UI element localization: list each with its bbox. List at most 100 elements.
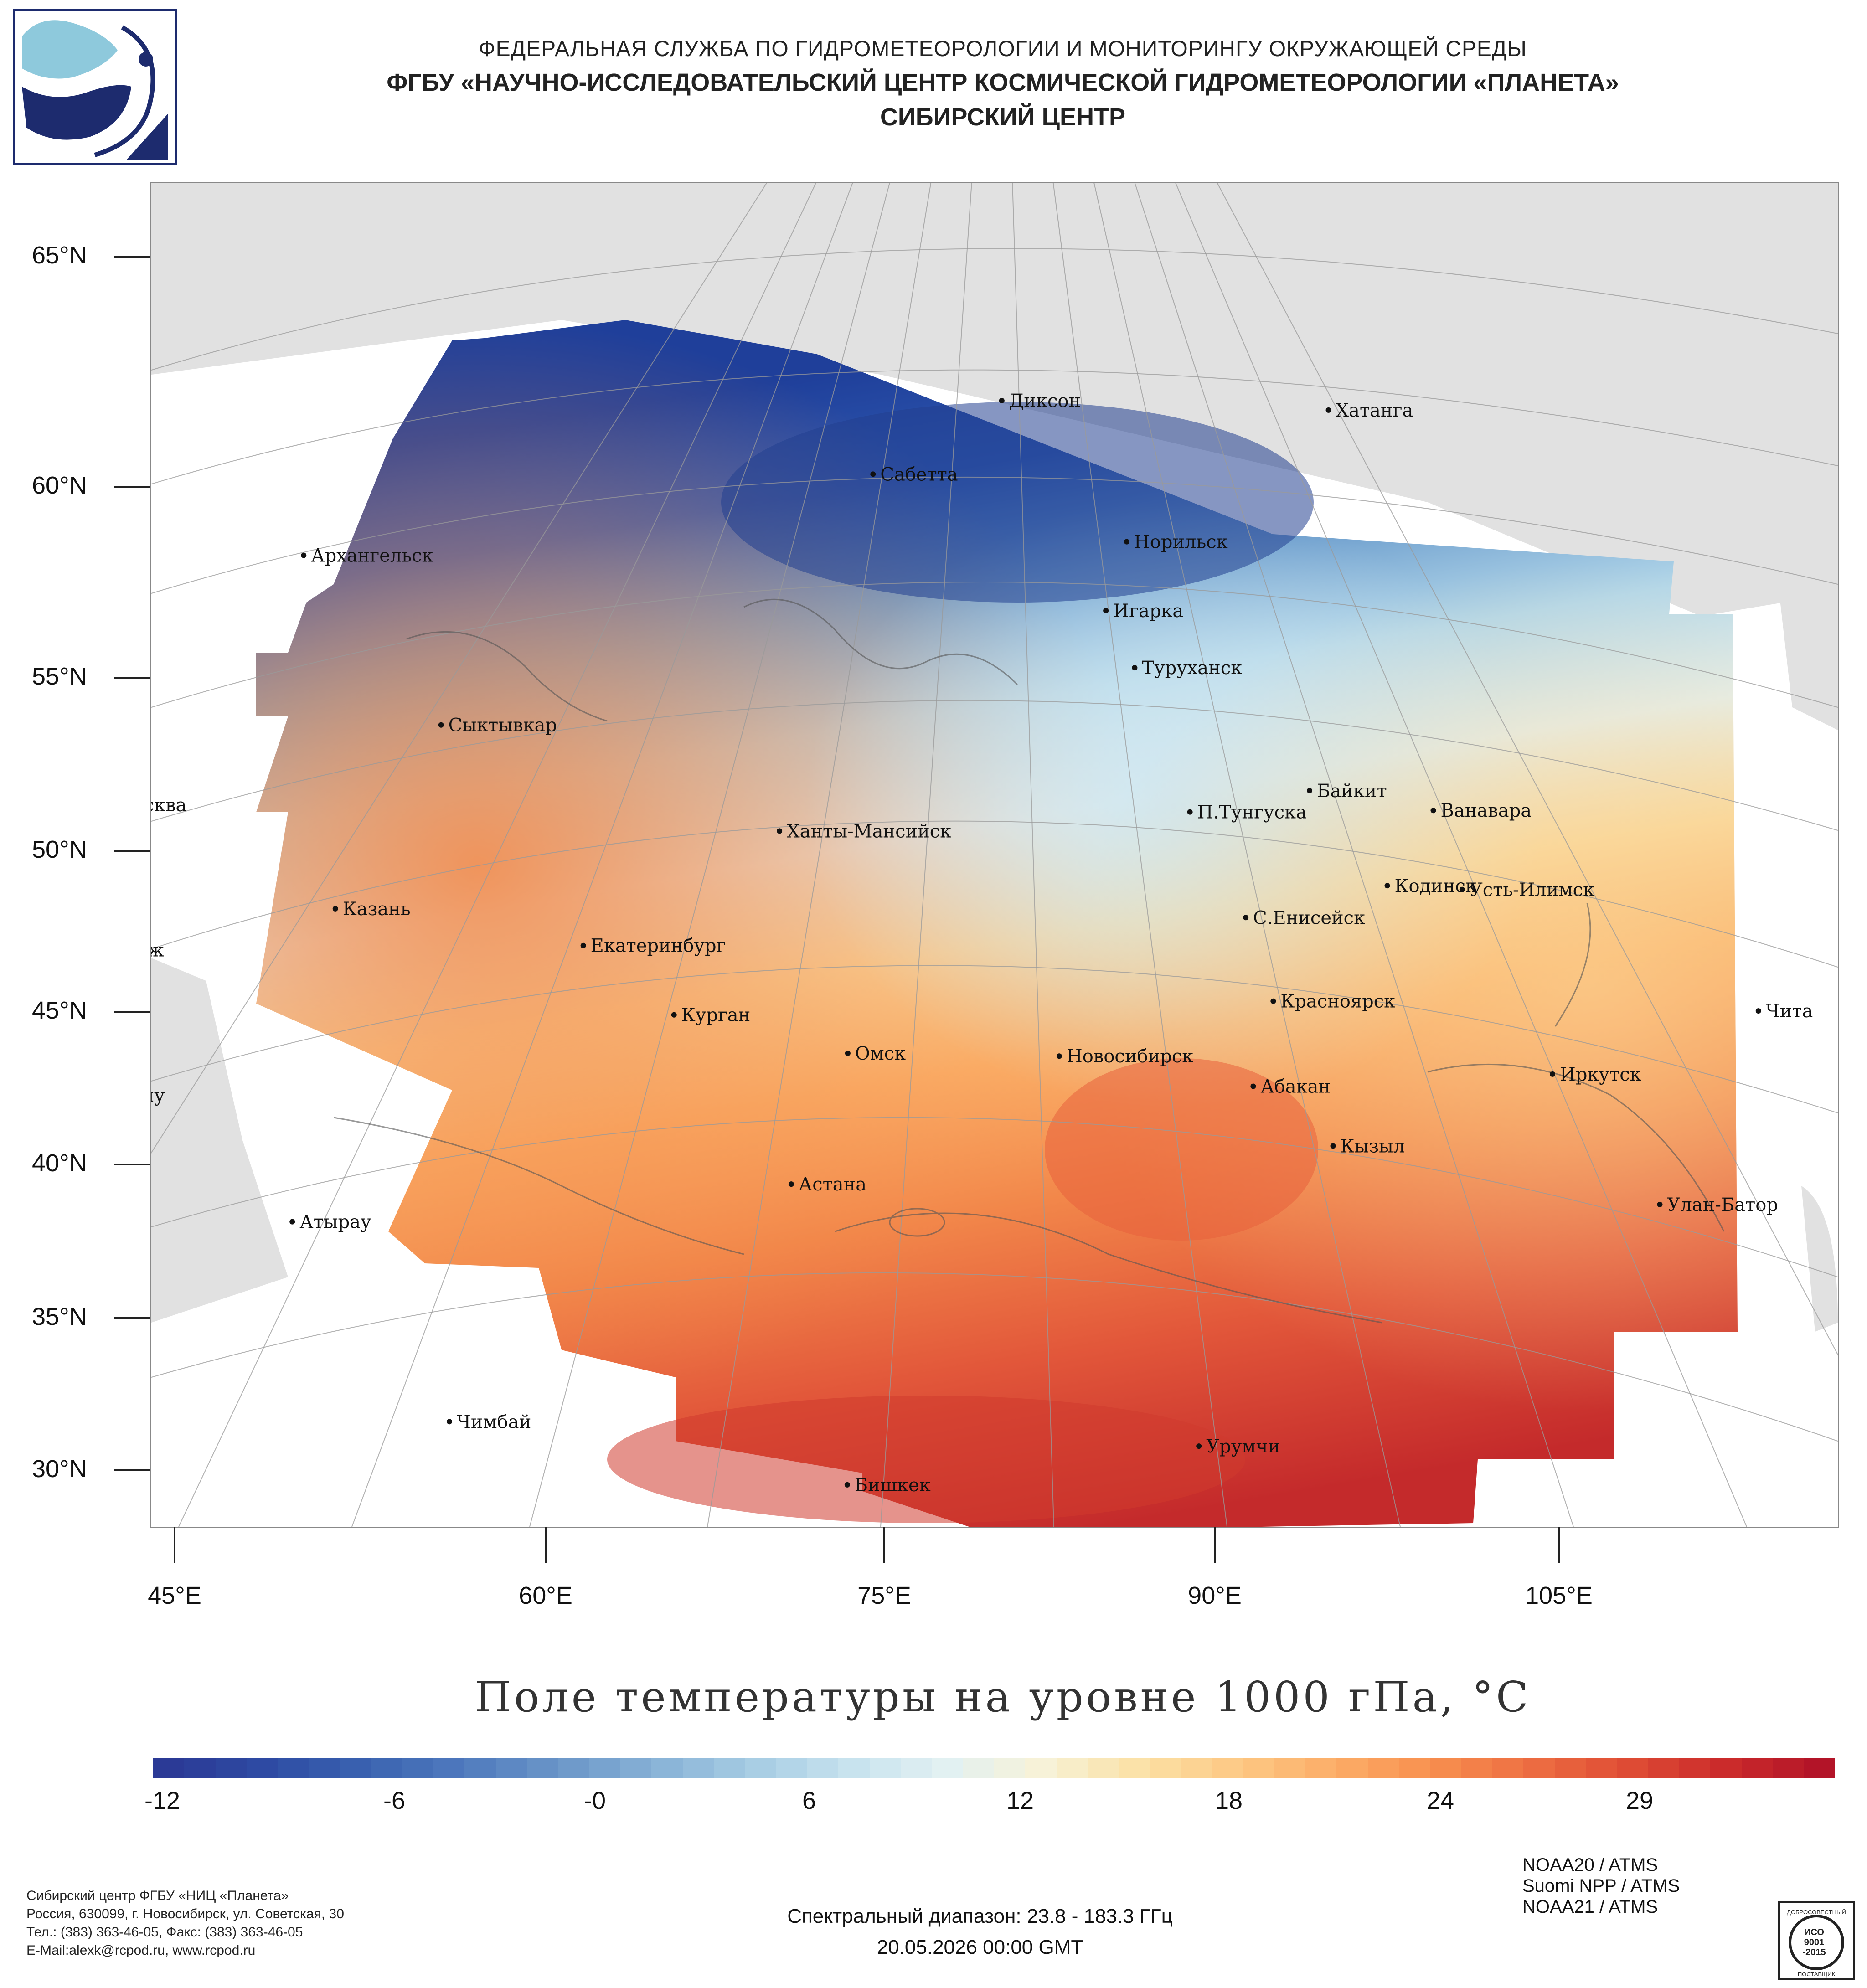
satellite-3: NOAA21 / ATMS: [1522, 1897, 1658, 1917]
color-scale-swatch: [589, 1758, 620, 1778]
city-dot: [580, 942, 586, 948]
city-marker: Екатеринбург: [580, 936, 726, 957]
city-label: Курган: [681, 1005, 751, 1026]
color-scale-swatch: [776, 1758, 807, 1778]
lon-tick: [1558, 1527, 1560, 1563]
city-marker: Бишкек: [844, 1475, 931, 1496]
map-title: Поле температуры на уровне 1000 гПа, °C: [474, 1673, 1531, 1721]
city-label: Хатанга: [1336, 400, 1413, 421]
color-scale-swatch: [807, 1758, 839, 1778]
city-label: Сыктывкар: [449, 715, 557, 736]
city-dot: [1132, 665, 1138, 671]
color-scale-swatch: [963, 1758, 994, 1778]
lon-tick: [545, 1527, 547, 1563]
city-dot: [446, 1419, 452, 1425]
city-label: Москва: [151, 795, 186, 816]
city-label: Ванавара: [1440, 800, 1532, 821]
color-scale-tick-label: -0: [583, 1787, 606, 1814]
city-dot: [671, 1012, 677, 1018]
city-marker: Чита: [1755, 1001, 1813, 1022]
iso-9001-badge: ДОБРОСОВЕСТНЫЙ ИСО 9001 -2015 ПОСТАВЩИК: [1778, 1900, 1855, 1981]
color-scale-swatch: [1648, 1758, 1680, 1778]
city-dot: [1550, 1071, 1556, 1077]
city-dot: [1250, 1083, 1256, 1089]
color-scale-swatch: [433, 1758, 465, 1778]
city-label: Ростов-на-Дону: [151, 1085, 165, 1106]
city-dot: [870, 471, 876, 477]
lat-tick: [114, 486, 150, 488]
cities-layer: Диксон Хатанга Сабетта Норильск Архангельск И…: [151, 391, 1813, 1496]
svg-text:9001: 9001: [1804, 1937, 1825, 1947]
city-label: Урумчи: [1206, 1436, 1280, 1457]
color-scale-swatch: [1679, 1758, 1711, 1778]
city-dot: [438, 722, 444, 728]
color-scale-swatch: [1119, 1758, 1150, 1778]
city-label: Новосибирск: [1067, 1046, 1193, 1067]
city-dot: [1430, 808, 1436, 814]
city-marker: Игарка: [1103, 601, 1183, 622]
city-marker: Кодинск: [1384, 876, 1477, 896]
svg-text:-2015: -2015: [1802, 1947, 1826, 1957]
city-dot: [845, 1050, 851, 1056]
city-dot: [1384, 883, 1390, 889]
svg-text:ДОБРОСОВЕСТНЫЙ: ДОБРОСОВЕСТНЫЙ: [1787, 1909, 1846, 1916]
lon-tick: [883, 1527, 885, 1563]
city-dot: [301, 552, 307, 558]
color-scale-swatch: [1492, 1758, 1524, 1778]
color-scale-tick-label: 6: [802, 1787, 816, 1814]
color-scale-swatch: [1243, 1758, 1274, 1778]
satellite-2: Suomi NPP / ATMS: [1522, 1876, 1680, 1896]
color-scale-swatch: [1461, 1758, 1493, 1778]
city-marker: Красноярск: [1270, 991, 1395, 1012]
color-scale-tick-label: 18: [1215, 1787, 1243, 1814]
city-dot: [777, 828, 783, 834]
satellite-1: NOAA20 / ATMS: [1522, 1855, 1658, 1875]
lat-label: 50°N: [32, 836, 87, 863]
city-label: Ханты-Мансийск: [787, 821, 951, 842]
color-scale-swatch: [309, 1758, 340, 1778]
city-label: Иркутск: [1560, 1064, 1641, 1085]
city-marker: Омск: [845, 1043, 906, 1064]
city-marker: Туруханск: [1132, 658, 1242, 679]
meridians: [151, 183, 1838, 1527]
city-dot: [289, 1219, 295, 1225]
city-label: Атырау: [299, 1212, 371, 1233]
svg-text:ИСО: ИСО: [1804, 1927, 1824, 1937]
color-scale-swatch: [682, 1758, 714, 1778]
city-label: С.Енисейск: [1253, 907, 1365, 928]
lat-label: 40°N: [32, 1149, 87, 1177]
city-marker: Урумчи: [1196, 1436, 1280, 1457]
color-scale-swatch: [558, 1758, 589, 1778]
lat-label: 30°N: [32, 1455, 87, 1483]
color-scale-swatch: [340, 1758, 371, 1778]
parallels: [151, 248, 1838, 1442]
color-scale-swatch: [1741, 1758, 1773, 1778]
color-scale-swatch: [371, 1758, 402, 1778]
color-scale-swatch: [1710, 1758, 1742, 1778]
color-scale-swatch: [495, 1758, 527, 1778]
city-label: Казань: [343, 899, 411, 920]
color-scale-tick-label: 24: [1426, 1787, 1454, 1814]
color-scale-tick-label: 12: [1006, 1787, 1034, 1814]
lon-label: 60°E: [519, 1582, 572, 1609]
lon-label: 45°E: [148, 1582, 201, 1609]
lat-tick: [114, 256, 150, 258]
lat-tick: [114, 1011, 150, 1013]
color-scale-swatch: [932, 1758, 963, 1778]
city-marker: Чимбай: [446, 1411, 531, 1432]
org-phone: Тел.: (383) 363-46-05, Факс: (383) 363-4…: [26, 1925, 303, 1940]
city-dot: [1307, 788, 1313, 793]
color-scale-swatch: [713, 1758, 745, 1778]
city-marker: Сабетта: [870, 464, 958, 485]
color-scale-swatch: [1305, 1758, 1337, 1778]
color-scale-swatch: [1336, 1758, 1368, 1778]
org-contact-block: Сибирский центр ФГБУ «НИЦ «Планета» Росс…: [26, 1887, 344, 1960]
color-scale-swatch: [1087, 1758, 1119, 1778]
org-address: Россия, 630099, г. Новосибирск, ул. Сове…: [26, 1906, 344, 1921]
city-marker: П.Тунгуска: [1187, 802, 1307, 823]
city-dot: [1459, 886, 1465, 892]
map-canvas: Диксон Хатанга Сабетта Норильск Архангельск И…: [151, 183, 1838, 1527]
color-scale-swatch: [838, 1758, 870, 1778]
city-marker: Кызыл: [1330, 1136, 1405, 1157]
city-marker: Казань: [332, 899, 411, 920]
